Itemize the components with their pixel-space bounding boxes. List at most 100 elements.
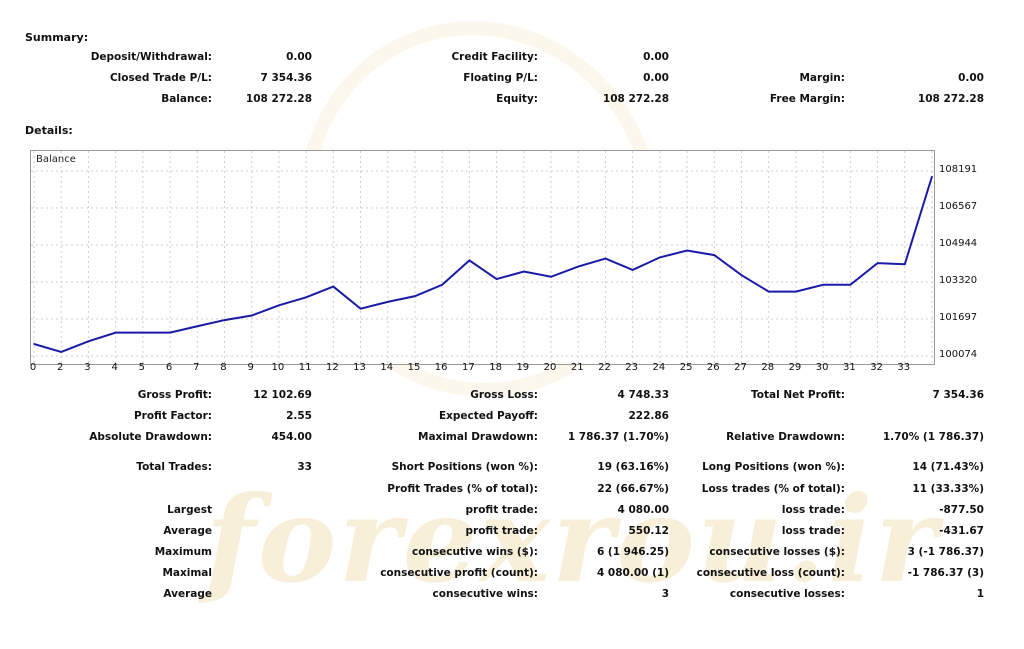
stat-label: Expected Payoff: (438, 410, 538, 422)
balance-point (713, 254, 716, 256)
x-tick-label: 2 (57, 362, 64, 373)
stat-label: Profit Trades (% of total): (387, 483, 538, 495)
x-tick-label: 16 (434, 362, 448, 373)
x-tick-label: 31 (842, 362, 856, 373)
x-tick-label: 10 (271, 362, 285, 373)
stat-label: consecutive wins ($): (411, 546, 538, 558)
summary-label: Balance: (161, 93, 212, 105)
balance-point (278, 304, 280, 307)
balance-point (305, 296, 307, 299)
stat-label: Relative Drawdown: (726, 431, 845, 443)
balance-point (441, 283, 443, 286)
stat-label: consecutive loss (count): (696, 567, 845, 579)
summary-value: 108 272.28 (602, 93, 669, 105)
x-tick-label: 28 (761, 362, 775, 373)
stat-label: Long Positions (won %): (702, 461, 845, 473)
x-tick-label: 29 (788, 362, 802, 373)
summary-label: Free Margin: (769, 93, 845, 105)
stat-value: 4 748.33 (617, 389, 669, 401)
balance-point (60, 351, 63, 353)
x-tick-label: 9 (247, 362, 254, 373)
stat-label: profit trade: (465, 525, 539, 537)
y-tick-label: 101697 (939, 312, 978, 323)
y-tick-label: 103320 (939, 275, 978, 287)
balance-chart: Balance (30, 150, 936, 366)
stat-label: Short Positions (won %): (391, 461, 538, 473)
stat-label: consecutive wins: (432, 588, 538, 600)
summary-value: 0.00 (286, 51, 312, 63)
balance-point (604, 257, 607, 260)
balance-point (631, 269, 634, 271)
balance-line (33, 176, 933, 354)
y-tick-label: 108191 (939, 164, 978, 175)
summary-value: 108 272.28 (245, 93, 312, 105)
x-tick-label: 11 (298, 362, 312, 373)
stat-value: 1.70% (1 786.37) (882, 431, 984, 443)
stat-value: 6 (1 946.25) (596, 546, 669, 558)
x-tick-label: 25 (679, 362, 693, 373)
summary-label: Margin: (799, 72, 845, 84)
summary-value: 0.00 (958, 72, 984, 84)
balance-point (577, 265, 580, 268)
summary-label: Closed Trade P/L: (109, 72, 212, 84)
stat-label: Profit Factor: (133, 410, 212, 422)
balance-point (169, 331, 171, 334)
balance-point (849, 283, 852, 286)
details-title: Details: (25, 124, 73, 137)
stat-label: Average (163, 525, 212, 537)
x-tick-label: 8 (220, 362, 227, 373)
stat-value: 22 (66.67%) (597, 483, 669, 495)
balance-point (795, 290, 797, 293)
balance-point (359, 307, 362, 310)
x-tick-label: 30 (815, 362, 829, 373)
summary-title: Summary: (25, 31, 89, 44)
x-tick-label: 6 (165, 362, 173, 373)
stat-value: 3 (-1 786.37) (907, 546, 984, 558)
y-tick-label: 104944 (939, 238, 978, 249)
stat-label: Maximal (162, 567, 212, 579)
chart-plot (31, 151, 936, 366)
stat-value: 14 (71.43%) (912, 461, 984, 473)
stat-value: 33 (297, 461, 312, 473)
x-tick-label: 5 (138, 362, 146, 373)
balance-point (659, 256, 661, 259)
x-tick-label: 3 (84, 362, 91, 373)
stat-value: -431.67 (939, 525, 984, 537)
stat-value: 1 786.37 (1.70%) (567, 431, 669, 443)
stat-label: consecutive losses: (729, 588, 845, 600)
x-tick-label: 19 (516, 362, 530, 373)
stat-label: profit trade: (465, 504, 539, 516)
x-tick-label: 7 (193, 362, 200, 373)
balance-point (550, 275, 552, 278)
balance-point (250, 314, 253, 317)
balance-point (767, 290, 770, 293)
balance-point (142, 331, 144, 334)
x-tick-label: 23 (625, 362, 639, 373)
x-tick-label: 15 (407, 362, 421, 373)
stat-label: consecutive losses ($): (709, 546, 845, 558)
summary-label: Equity: (496, 93, 538, 105)
stat-value: 11 (33.33%) (912, 483, 984, 495)
x-tick-label: 33 (897, 362, 911, 373)
x-tick-label: 12 (325, 362, 339, 373)
x-tick-label: 21 (570, 362, 584, 373)
balance-point (686, 249, 688, 252)
chart-title: Balance (36, 154, 76, 165)
stat-value: 550.12 (628, 525, 669, 537)
balance-point (468, 259, 471, 262)
stat-label: Total Net Profit: (750, 389, 845, 401)
balance-point (223, 319, 226, 321)
stat-label: Maximal Drawdown: (418, 431, 538, 443)
x-tick-label: 0 (29, 362, 37, 373)
balance-point (114, 331, 117, 334)
stat-label: Loss trades (% of total): (701, 483, 845, 495)
stat-value: 454.00 (271, 431, 312, 443)
stat-label: loss trade: (781, 525, 845, 537)
stat-value: -1 786.37 (3) (907, 567, 984, 579)
balance-point (87, 340, 90, 343)
stat-label: Average (163, 588, 212, 600)
stat-label: Largest (167, 504, 212, 516)
stat-label: Gross Loss: (470, 389, 538, 401)
stat-label: Total Trades: (136, 461, 212, 473)
summary-label: Floating P/L: (463, 72, 538, 84)
